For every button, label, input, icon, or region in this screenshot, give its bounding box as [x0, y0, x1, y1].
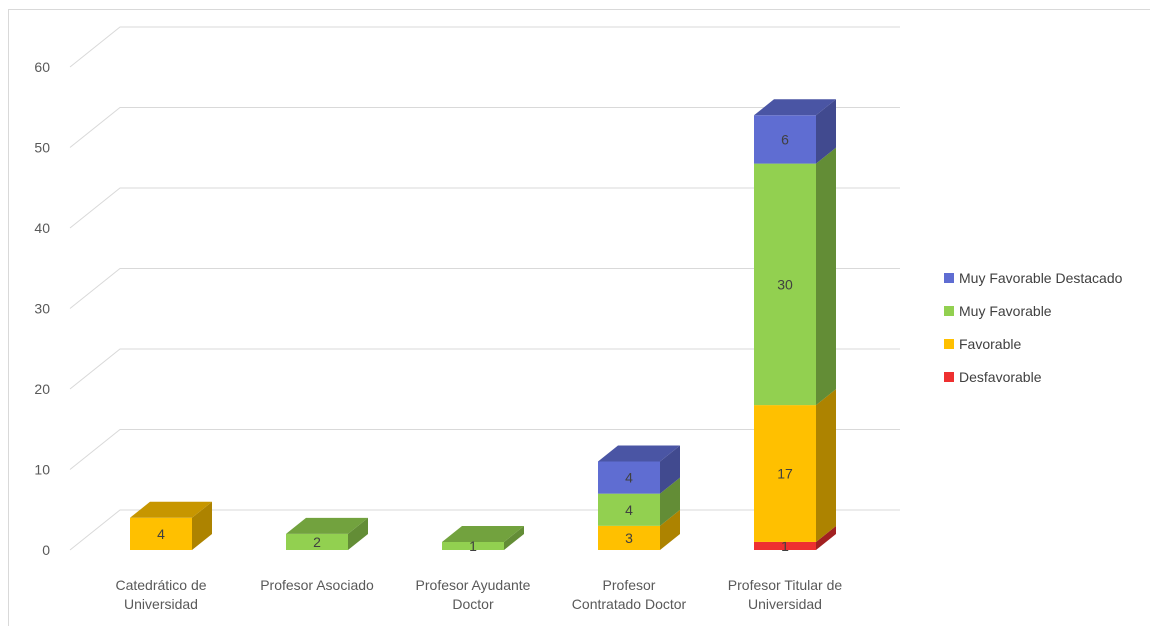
x-category-label: Catedrático de Universidad: [115, 577, 206, 612]
x-category-label-line: Profesor Asociado: [260, 577, 374, 593]
bar-segment-front: [598, 493, 660, 526]
legend-label: Favorable: [959, 335, 1022, 352]
bar-segment-side: [816, 525, 836, 550]
bar-segment-top: [598, 445, 680, 462]
bar-segment-front: [442, 541, 504, 550]
legend: Muy Favorable Destacado Muy Favorable Favo…: [944, 261, 1122, 393]
x-category-label-line: Profesor: [603, 577, 656, 593]
gridline: [69, 429, 900, 470]
legend-swatch: [944, 371, 954, 382]
bar-segment-front: [598, 525, 660, 550]
legend-item: Muy Favorable: [944, 294, 1122, 327]
legend-item: Desfavorable: [944, 360, 1122, 393]
bar-segment-side: [348, 517, 368, 550]
y-tick-label: 50: [34, 140, 50, 156]
data-label: 4: [625, 502, 633, 518]
x-category-label: Profesor Ayudante Doctor: [416, 577, 531, 612]
data-label: 4: [157, 526, 165, 542]
x-category-label: Profesor Asociado: [260, 577, 374, 593]
data-label: 3: [625, 530, 633, 546]
x-category-label-line: Catedrático de: [115, 577, 206, 593]
x-category-label-line: Contratado Doctor: [572, 596, 687, 612]
y-tick-label: 0: [42, 542, 50, 558]
legend-item: Favorable: [944, 327, 1122, 360]
bar-segment-front: [754, 115, 816, 164]
legend-label: Muy Favorable Destacado: [959, 269, 1123, 286]
bar-segment-top: [286, 517, 368, 534]
data-label: 1: [469, 538, 477, 554]
y-tick-label: 20: [34, 381, 50, 397]
bar-segment-front: [598, 461, 660, 494]
bar-segment-side: [192, 501, 212, 550]
bar-segment-front: [286, 533, 348, 550]
bar-segment-front: [754, 541, 816, 550]
x-category-label: Profesor Titular de Universidad: [728, 577, 843, 612]
bar-segment-side: [816, 147, 836, 406]
x-category-label-line: Universidad: [748, 596, 822, 612]
gridline: [69, 26, 900, 68]
bar-segment-side: [660, 445, 680, 494]
x-category-label-line: Universidad: [124, 596, 198, 612]
y-tick-label: 40: [34, 220, 50, 236]
bar-segment-side: [660, 509, 680, 550]
legend-swatch: [944, 338, 954, 349]
legend-swatch: [944, 305, 954, 316]
x-category-label: Profesor Contratado Doctor: [572, 577, 687, 612]
bar-segment-side: [816, 389, 836, 542]
legend-label: Desfavorable: [959, 368, 1042, 385]
y-tick-label: 10: [34, 462, 50, 478]
gridline: [69, 107, 900, 148]
bar-segment-side: [816, 99, 836, 164]
y-tick-label: 30: [34, 301, 50, 317]
bar-segment-front: [754, 163, 816, 406]
data-label: 6: [781, 131, 789, 147]
chart-area: [8, 9, 1150, 626]
data-label: 17: [777, 466, 793, 482]
bar-segment-side: [660, 477, 680, 526]
bar-segment-top: [442, 525, 524, 542]
data-label: 30: [777, 276, 793, 292]
bar-segment-side: [504, 525, 524, 550]
legend-item: Muy Favorable Destacado: [944, 261, 1122, 294]
legend-swatch: [944, 272, 954, 283]
gridline: [69, 187, 900, 229]
legend-label: Muy Favorable: [959, 302, 1052, 319]
bar-segment-front: [754, 405, 816, 542]
x-category-label-line: Profesor Ayudante: [416, 577, 531, 593]
x-category-label-line: Profesor Titular de: [728, 577, 843, 593]
bar-segment-top: [754, 99, 836, 116]
data-label: 1: [781, 538, 789, 554]
bar-segment-top: [130, 501, 212, 518]
y-tick-label: 60: [34, 59, 50, 75]
bar-segment-front: [130, 517, 192, 550]
data-label: 4: [625, 470, 633, 486]
gridline: [69, 348, 900, 390]
gridline: [69, 268, 900, 309]
data-label: 2: [313, 534, 321, 550]
x-category-label-line: Doctor: [452, 596, 494, 612]
